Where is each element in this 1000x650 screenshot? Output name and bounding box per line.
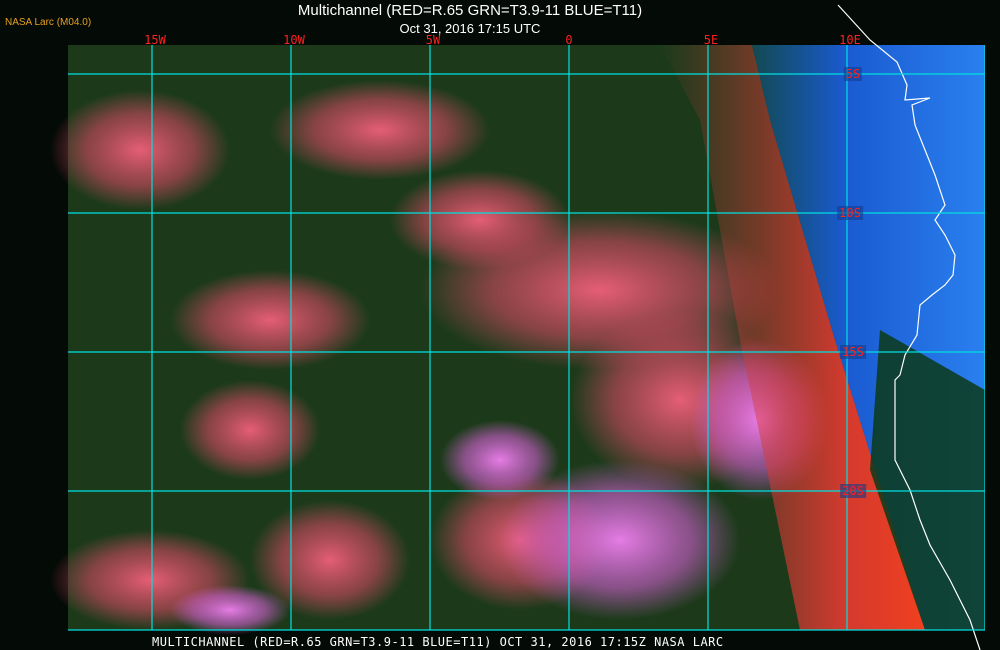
lat-label: 20S bbox=[840, 484, 866, 498]
lon-label: 5E bbox=[703, 33, 719, 47]
lat-lon-grid bbox=[68, 45, 986, 631]
lat-label: 10S bbox=[837, 206, 863, 220]
lon-label: 0 bbox=[565, 33, 573, 47]
image-datetime: Oct 31, 2016 17:15 UTC bbox=[399, 21, 541, 36]
lon-label: 5W bbox=[425, 33, 441, 47]
lat-label: 15S bbox=[840, 345, 866, 359]
brand-label: NASA Larc (M04.0) bbox=[5, 17, 92, 28]
footer-caption: MULTICHANNEL (RED=R.65 GRN=T3.9-11 BLUE=… bbox=[152, 635, 724, 649]
coastline bbox=[837, 4, 981, 650]
land-dark-green bbox=[870, 330, 985, 630]
lon-label: 10W bbox=[283, 33, 305, 47]
lon-label: 15W bbox=[144, 33, 166, 47]
lat-label: 5S bbox=[843, 67, 863, 81]
lon-label: 10E bbox=[839, 33, 861, 47]
image-title: Multichannel (RED=R.65 GRN=T3.9-11 BLUE=… bbox=[297, 2, 643, 19]
sunglint-edge bbox=[660, 45, 925, 630]
